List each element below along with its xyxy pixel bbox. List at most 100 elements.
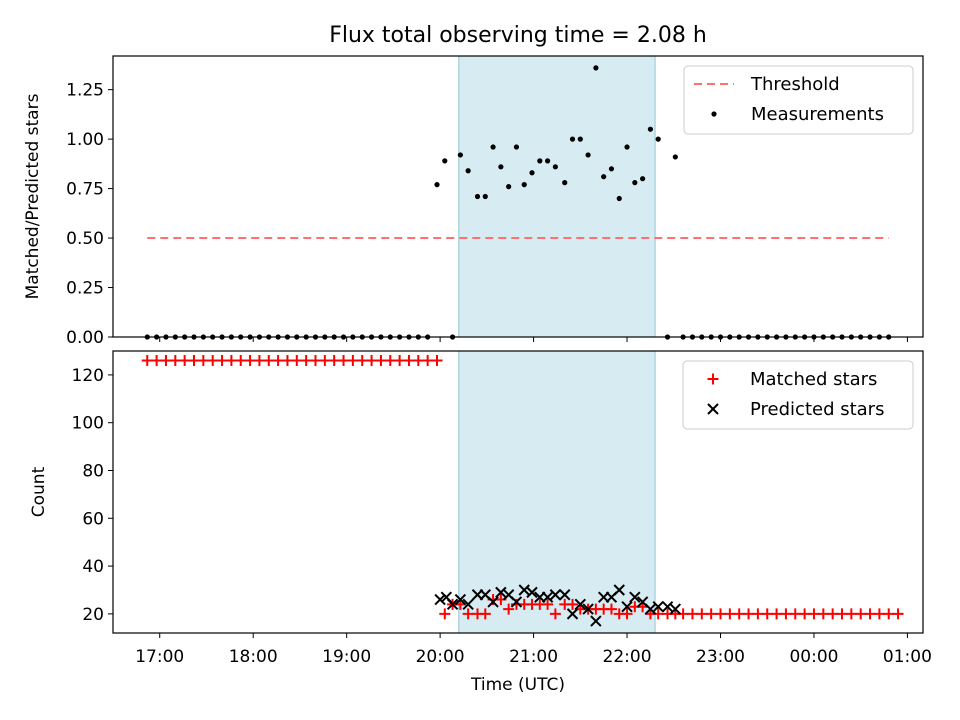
matched-star-point: [366, 355, 378, 367]
matched-star-point: [225, 355, 237, 367]
matched-star-point: [864, 608, 876, 620]
predicted-star-point: [434, 593, 446, 606]
matched-star-point: [883, 608, 895, 620]
predicted-star-point: [566, 608, 579, 620]
predicted-star-point: [559, 589, 571, 601]
predicted-star-point: [526, 586, 538, 599]
axes-frame: [112, 55, 924, 338]
predicted-star-point: [629, 591, 641, 603]
matched-star-point: [216, 355, 228, 367]
matched-star-point: [715, 608, 726, 620]
measurement-point: [513, 144, 520, 150]
measurement-point: [585, 152, 591, 158]
measurement-point: [593, 65, 599, 71]
matched-star-point: [319, 355, 331, 367]
matched-star-point: [817, 608, 829, 620]
matched-star-point: [696, 608, 708, 620]
x-tick-label: 17:00: [135, 647, 184, 667]
measurement-point: [529, 170, 535, 176]
predicted-star-point: [621, 601, 633, 613]
measurement-point: [442, 158, 448, 164]
matched-star-point: [394, 355, 406, 367]
matched-star-point: [281, 355, 293, 367]
measurement-point: [562, 180, 568, 186]
measurement-point: [601, 174, 607, 180]
matched-star-point: [197, 355, 209, 367]
matched-star-point: [244, 355, 256, 367]
y-tick-label: 0.00: [66, 328, 104, 348]
measurement-point: [474, 193, 481, 200]
measurement-point: [490, 144, 496, 150]
legend-measurement-marker: [711, 111, 717, 117]
matched-star-point: [347, 355, 359, 367]
matched-star-point: [403, 355, 415, 367]
matched-star-point: [412, 355, 424, 367]
matched-star-point: [724, 608, 736, 620]
predicted-star-point: [574, 598, 587, 611]
legend-label: Measurements: [751, 104, 884, 125]
matched-star-point: [384, 355, 396, 367]
matched-star-point: [141, 355, 153, 367]
predicted-star-point: [590, 615, 602, 627]
matched-star-point: [328, 355, 340, 367]
predicted-star-point: [652, 601, 664, 613]
predicted-star-point: [518, 584, 530, 596]
measurement-point: [647, 126, 654, 132]
y-tick-label: 0.25: [66, 279, 104, 299]
x-tick-label: 01:00: [883, 647, 932, 667]
measurement-point: [616, 195, 622, 202]
x-tick-label: 19:00: [322, 647, 371, 667]
x-tick-label: 00:00: [789, 647, 838, 667]
legend-label: Matched stars: [750, 369, 877, 390]
y-tick-label: 0.75: [66, 180, 104, 200]
x-tick-label: 21:00: [509, 647, 558, 667]
matched-star-point: [873, 608, 885, 620]
legend-box: [682, 360, 914, 430]
measurement-point: [506, 184, 512, 190]
y-tick-label: 0.50: [66, 229, 104, 249]
predicted-star-point: [462, 598, 474, 611]
measurement-point: [544, 158, 551, 164]
matched-star-point: [621, 608, 633, 620]
matched-star-point: [169, 355, 181, 367]
legend-predicted-marker: [707, 403, 719, 415]
matched-star-point: [439, 608, 451, 620]
measurement-point: [465, 168, 471, 174]
y-tick-label: 60: [82, 509, 104, 529]
matched-star-point: [567, 598, 579, 610]
matched-star-point: [743, 608, 755, 620]
matched-star-point: [845, 608, 857, 620]
matched-star-point: [789, 608, 801, 620]
measurement-point: [434, 182, 440, 188]
measurement-point: [498, 164, 504, 170]
y-tick-label: 40: [82, 557, 104, 577]
matched-star-point: [272, 355, 284, 367]
axes-frame: [112, 350, 924, 634]
matched-star-point: [462, 608, 474, 620]
matched-star-point: [549, 608, 561, 620]
predicted-star-point: [495, 586, 507, 599]
predicted-star-point: [644, 603, 657, 615]
matched-star-point: [892, 608, 904, 620]
chart-title: Flux total observing time = 2.08 h: [329, 23, 707, 48]
predicted-star-point: [582, 603, 594, 615]
matched-star-point: [179, 355, 191, 367]
legend-label: Predicted stars: [750, 399, 884, 420]
measurement-point: [608, 166, 615, 172]
matched-star-point: [300, 355, 312, 367]
measurement-point: [624, 144, 630, 150]
matched-star-point: [752, 608, 764, 620]
matched-star-point: [338, 355, 350, 367]
y-tick-label: 1.00: [66, 130, 104, 150]
x-tick-label: 22:00: [603, 647, 652, 667]
matched-star-point: [291, 355, 303, 367]
y-tick-label: 1.25: [66, 81, 104, 101]
y-tick-label: 20: [82, 605, 104, 625]
legend-matched-marker: [707, 373, 719, 385]
matched-star-point: [827, 608, 839, 620]
predicted-star-point: [446, 598, 459, 611]
measurement-point: [537, 158, 543, 164]
measurement-point: [521, 182, 527, 188]
matched-star-point: [808, 608, 820, 620]
